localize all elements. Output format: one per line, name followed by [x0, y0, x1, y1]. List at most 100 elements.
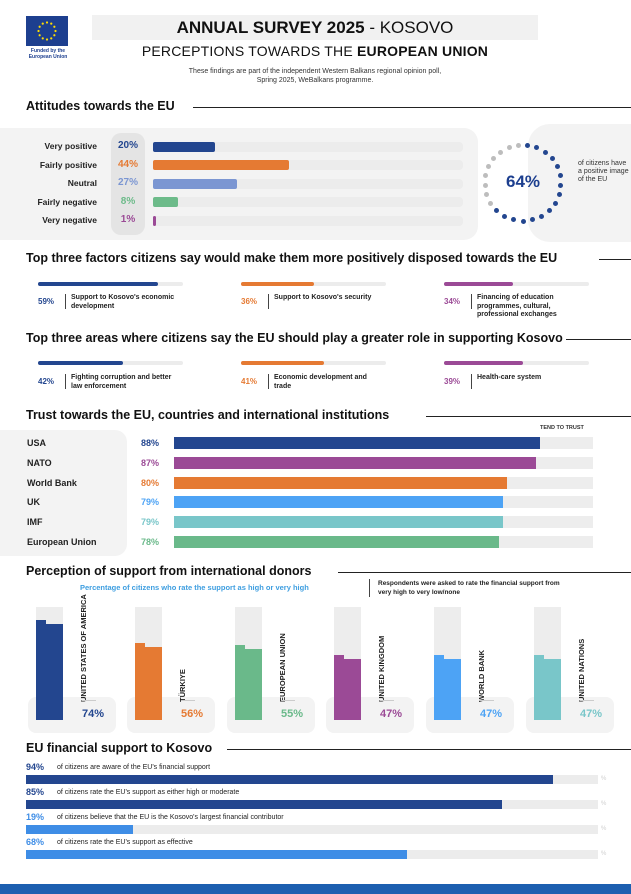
areas-title: Top three areas where citizens say the E… [26, 331, 563, 345]
eu-stars-icon [26, 16, 68, 46]
page-title: ANNUAL SURVEY 2025 - KOSOVO [92, 15, 538, 40]
donut-dot-empty [506, 145, 512, 151]
attitude-pct: 1% [120, 214, 136, 225]
donor-pct: 47% [379, 708, 402, 720]
donor-bar-tab [334, 654, 344, 659]
factors-pct: 36% [241, 297, 258, 306]
trust-label-panel [0, 430, 127, 556]
funded-by-label: Funded by the European Union [28, 48, 68, 60]
attitude-bar [153, 178, 237, 189]
donor-pct: 74% [81, 708, 104, 720]
areas-bar [444, 361, 524, 365]
page-subtitle: PERCEPTIONS TOWARDS THE EUROPEAN UNION [92, 43, 538, 59]
trust-bar [174, 536, 499, 548]
financial-pct: 85% [26, 787, 45, 797]
donut-dot-empty [486, 164, 492, 170]
trust-track [174, 516, 593, 529]
donut-dot-filled [556, 192, 562, 198]
factors-text: Support to Kosovo's economic development [71, 294, 175, 310]
financial-track [26, 775, 598, 784]
trust-bar [174, 437, 541, 449]
trust-pct: 79% [141, 517, 160, 528]
trust-bar [174, 456, 536, 469]
donor-bar [534, 658, 561, 720]
financial-track [26, 850, 598, 859]
attitude-pct: 27% [117, 177, 138, 188]
trust-track [174, 456, 593, 469]
trust-bar [174, 476, 507, 489]
factors-track [241, 282, 386, 286]
donor-tick [281, 700, 295, 701]
attitude-track [153, 178, 463, 189]
financial-title: EU financial support to Kosovo [26, 741, 213, 755]
eu-flag-logo [26, 16, 68, 46]
areas-text: Economic development and trade [274, 374, 367, 390]
financial-pct: 94% [26, 762, 45, 772]
donut-dot-filled [534, 145, 540, 151]
attitude-label: Very positive [44, 141, 97, 151]
attitudes-pct-column [111, 133, 145, 235]
areas-track [444, 361, 589, 365]
donut-dot-filled [549, 156, 555, 162]
donut-dot-filled [511, 217, 517, 223]
financial-track [26, 800, 598, 809]
donor-bar [434, 658, 461, 720]
financial-text: of citizens believe that the EU is the K… [57, 813, 284, 821]
attitude-bar [153, 160, 290, 170]
factors-divider [599, 259, 631, 261]
donut-dot-empty [498, 149, 504, 155]
financial-end-mark: % [601, 826, 607, 832]
financial-pct: 68% [26, 837, 45, 847]
trust-pct: 87% [141, 457, 160, 468]
financial-bar [26, 800, 503, 809]
attitude-label: Neutral [67, 178, 97, 188]
title-bold: ANNUAL SURVEY 2025 [176, 18, 365, 37]
areas-pct: 41% [241, 377, 258, 386]
financial-track [26, 825, 598, 834]
attitudes-title: Attitudes towards the EU [26, 99, 175, 113]
areas-divider [566, 339, 631, 341]
trust-pct: 88% [141, 438, 160, 448]
donor-bar-tab [36, 619, 46, 624]
donors-caption-sep [369, 579, 370, 597]
attitude-track [153, 141, 463, 152]
donor-bar [334, 658, 361, 720]
trust-bar [174, 496, 503, 509]
financial-end-mark: % [601, 776, 607, 782]
attitude-track [153, 215, 463, 226]
trust-bar [174, 516, 503, 529]
trust-label: IMF [27, 517, 43, 528]
positive-pct: 64% [505, 172, 541, 191]
donor-pct: 55% [280, 708, 303, 720]
trust-label: UK [27, 497, 40, 508]
donor-bar-tab [434, 654, 444, 659]
factors-bar [444, 282, 514, 286]
donor-pct: 47% [579, 708, 602, 720]
donut-dot-empty [482, 182, 488, 188]
donor-tick [82, 700, 96, 701]
financial-bar [26, 850, 408, 859]
trust-track [174, 496, 593, 509]
trust-label: European Union [27, 537, 97, 547]
donor-tick [380, 700, 394, 701]
trust-track [174, 476, 593, 489]
areas-sep [268, 374, 269, 389]
donors-caption: Percentage of citizens who rate the supp… [80, 583, 309, 592]
donut-dot-filled [502, 213, 508, 219]
areas-pct: 39% [444, 377, 461, 386]
trust-pct: 80% [141, 477, 160, 488]
donor-name: TÜRKIYE [178, 669, 187, 702]
donors-divider [338, 572, 631, 574]
bottom-bar [0, 884, 631, 894]
donut-dot-filled [525, 142, 531, 148]
attitude-track [153, 160, 463, 170]
intro-line-1: These findings are part of the independe… [188, 68, 442, 75]
factors-track [38, 282, 183, 286]
donor-column [36, 607, 63, 720]
donut-dot-filled [557, 173, 563, 179]
areas-text: Fighting corruption and better law enfor… [71, 374, 172, 390]
factors-text: Support to Kosovo's security [274, 294, 372, 301]
trust-track [174, 536, 593, 548]
donor-pct: 47% [479, 708, 502, 720]
attitude-pct: 20% [117, 140, 138, 151]
